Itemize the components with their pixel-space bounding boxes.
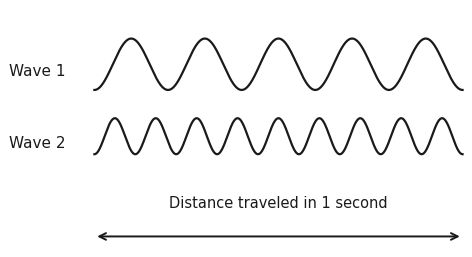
Text: Wave 1: Wave 1 bbox=[9, 65, 66, 79]
Text: Distance traveled in 1 second: Distance traveled in 1 second bbox=[169, 196, 388, 211]
Text: Wave 2: Wave 2 bbox=[9, 136, 66, 151]
